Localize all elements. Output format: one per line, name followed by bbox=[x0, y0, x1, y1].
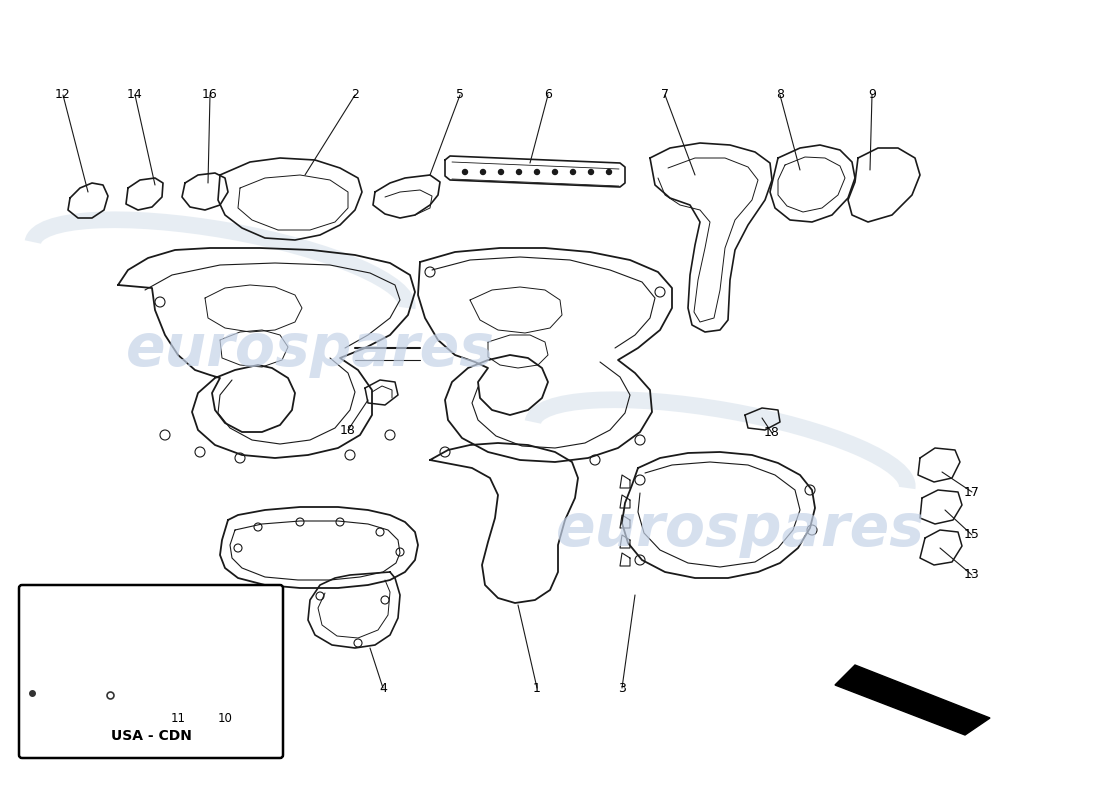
Text: 4: 4 bbox=[379, 682, 387, 694]
Text: 10: 10 bbox=[217, 711, 233, 725]
Circle shape bbox=[571, 170, 575, 174]
Text: 14: 14 bbox=[128, 89, 143, 102]
Text: 16: 16 bbox=[202, 89, 218, 102]
Text: 17: 17 bbox=[964, 486, 980, 498]
FancyBboxPatch shape bbox=[19, 585, 283, 758]
Text: 1: 1 bbox=[534, 682, 541, 694]
Text: 18: 18 bbox=[340, 423, 356, 437]
Text: 11: 11 bbox=[170, 711, 186, 725]
Text: USA - CDN: USA - CDN bbox=[111, 729, 191, 743]
Text: 12: 12 bbox=[55, 89, 70, 102]
Circle shape bbox=[535, 170, 539, 174]
Text: 15: 15 bbox=[964, 529, 980, 542]
Text: 3: 3 bbox=[618, 682, 626, 694]
Text: 18: 18 bbox=[764, 426, 780, 439]
Text: 7: 7 bbox=[661, 89, 669, 102]
Text: eurospares: eurospares bbox=[556, 502, 924, 558]
Text: 8: 8 bbox=[776, 89, 784, 102]
Text: eurospares: eurospares bbox=[125, 322, 495, 378]
Circle shape bbox=[481, 170, 485, 174]
Text: 10: 10 bbox=[218, 711, 232, 725]
Text: 2: 2 bbox=[351, 89, 359, 102]
Text: 9: 9 bbox=[868, 89, 876, 102]
Circle shape bbox=[588, 170, 594, 174]
Circle shape bbox=[462, 170, 468, 174]
Circle shape bbox=[517, 170, 521, 174]
Circle shape bbox=[498, 170, 504, 174]
Text: 6: 6 bbox=[544, 89, 552, 102]
Text: 11: 11 bbox=[170, 711, 186, 725]
Circle shape bbox=[552, 170, 558, 174]
Circle shape bbox=[606, 170, 612, 174]
Text: 5: 5 bbox=[456, 89, 464, 102]
Text: 13: 13 bbox=[964, 569, 980, 582]
Polygon shape bbox=[835, 665, 990, 735]
